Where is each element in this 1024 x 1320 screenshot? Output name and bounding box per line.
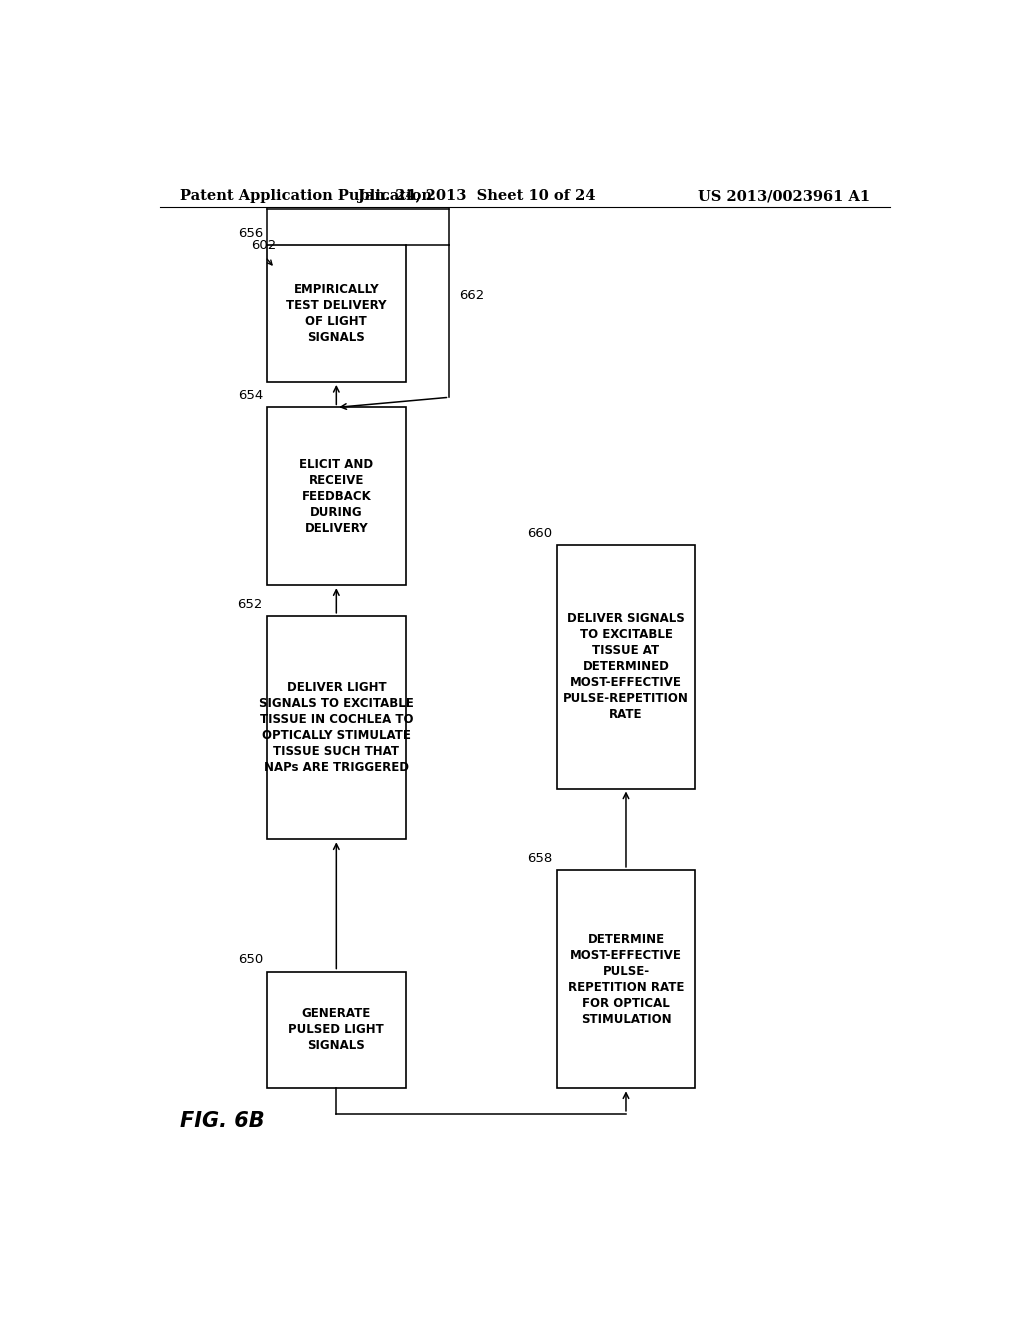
Text: EMPIRICALLY
TEST DELIVERY
OF LIGHT
SIGNALS: EMPIRICALLY TEST DELIVERY OF LIGHT SIGNA… — [286, 282, 387, 345]
Bar — [267, 972, 406, 1089]
Text: DELIVER SIGNALS
TO EXCITABLE
TISSUE AT
DETERMINED
MOST-EFFECTIVE
PULSE-REPETITIO: DELIVER SIGNALS TO EXCITABLE TISSUE AT D… — [563, 612, 689, 721]
Text: Patent Application Publication: Patent Application Publication — [179, 189, 431, 203]
Text: ELICIT AND
RECEIVE
FEEDBACK
DURING
DELIVERY: ELICIT AND RECEIVE FEEDBACK DURING DELIV… — [299, 458, 374, 535]
Bar — [267, 244, 406, 381]
Text: 654: 654 — [238, 389, 263, 403]
Text: GENERATE
PULSED LIGHT
SIGNALS: GENERATE PULSED LIGHT SIGNALS — [289, 1007, 384, 1052]
Bar — [267, 408, 406, 585]
Text: US 2013/0023961 A1: US 2013/0023961 A1 — [698, 189, 870, 203]
Text: 656: 656 — [238, 227, 263, 240]
Text: 652: 652 — [238, 598, 263, 611]
Bar — [557, 545, 695, 788]
Text: DELIVER LIGHT
SIGNALS TO EXCITABLE
TISSUE IN COCHLEA TO
OPTICALLY STIMULATE
TISS: DELIVER LIGHT SIGNALS TO EXCITABLE TISSU… — [259, 681, 414, 774]
Text: FIG. 6B: FIG. 6B — [179, 1111, 264, 1131]
Text: DETERMINE
MOST-EFFECTIVE
PULSE-
REPETITION RATE
FOR OPTICAL
STIMULATION: DETERMINE MOST-EFFECTIVE PULSE- REPETITI… — [567, 933, 684, 1026]
Text: 602: 602 — [251, 239, 276, 252]
Bar — [557, 870, 695, 1089]
Text: 650: 650 — [238, 953, 263, 966]
Text: Jan. 24, 2013  Sheet 10 of 24: Jan. 24, 2013 Sheet 10 of 24 — [358, 189, 596, 203]
Text: 662: 662 — [459, 289, 484, 302]
Bar — [267, 615, 406, 840]
Text: 660: 660 — [527, 527, 553, 540]
Text: 658: 658 — [527, 851, 553, 865]
